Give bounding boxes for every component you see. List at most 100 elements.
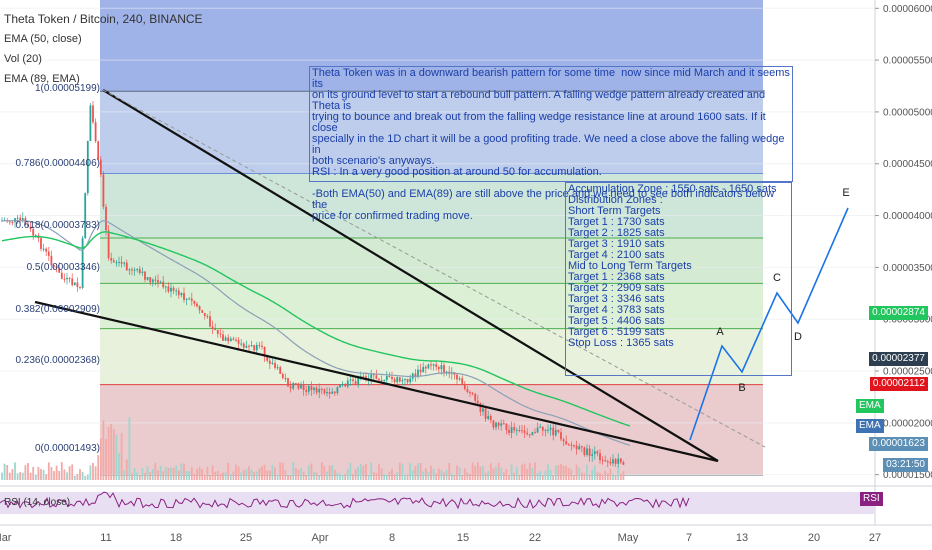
price-tick-label: 0.00004000 <box>883 211 932 222</box>
candle-body <box>409 378 412 383</box>
candle-body <box>430 364 432 366</box>
volume-bar <box>372 472 375 480</box>
volume-bar <box>92 462 94 480</box>
time-axis[interactable]: Mar 11 18 25 Apr 8 15 22 May 7 13 20 27 <box>0 532 881 544</box>
candle-body <box>398 377 401 382</box>
candle-body <box>89 105 92 142</box>
volume-bar <box>326 471 328 480</box>
candle-body <box>378 378 380 381</box>
candle-body <box>63 278 66 280</box>
candle-body <box>352 379 354 381</box>
candle-body <box>539 426 542 428</box>
volume-bar <box>68 466 71 480</box>
ema50-price-label: 0.00002377 <box>869 352 928 366</box>
candle-body <box>94 122 97 142</box>
candle-body <box>232 338 235 340</box>
volume-bar <box>427 471 430 480</box>
volume-bar <box>258 468 261 480</box>
volume-bar <box>370 462 373 480</box>
target-line: Stop Loss : 1365 sats <box>568 337 674 349</box>
candle-body <box>162 281 165 288</box>
candle-body <box>578 446 581 450</box>
volume-bar <box>544 470 547 480</box>
volume-bar <box>248 466 250 480</box>
volume-bar <box>55 465 58 480</box>
volume-bar <box>396 472 399 480</box>
candle-body <box>333 391 336 394</box>
volume-bar <box>266 470 269 480</box>
candle-body <box>502 423 505 425</box>
volume-bar <box>271 464 274 480</box>
candle-body <box>567 444 570 446</box>
candle-body <box>141 271 144 274</box>
note-line: specially in the 1D chart it will be a g… <box>312 133 788 156</box>
candle-body <box>318 388 321 393</box>
candle-body <box>336 387 339 394</box>
fib-label: 0.236(0.00002368) <box>15 355 100 366</box>
candle-body <box>84 193 87 239</box>
volume-bar <box>534 462 536 480</box>
legend-ema89[interactable]: EMA (89, EMA) <box>4 73 80 85</box>
volume-bar <box>487 471 490 480</box>
target-line: Distribution Zones : <box>568 194 663 206</box>
rsi-tag[interactable]: RSI <box>860 492 883 506</box>
candle-body <box>68 277 71 279</box>
candle-body <box>297 383 300 389</box>
volume-bar <box>206 466 209 480</box>
volume-bar <box>424 468 427 480</box>
legend-volume[interactable]: Vol (20) <box>4 53 42 65</box>
price-axis[interactable]: 0.00006000 0.00005500 0.00005000 0.00004500… <box>875 4 932 481</box>
legend-ema50[interactable]: EMA (50, close) <box>4 33 82 45</box>
candle-body <box>354 380 357 384</box>
candle-body <box>123 262 126 264</box>
candle-body <box>458 378 461 380</box>
time-tick-label: 18 <box>170 532 182 544</box>
volume-bar <box>580 472 583 480</box>
volume-bar <box>378 464 380 480</box>
time-tick-label: 13 <box>736 532 748 544</box>
legend-rsi[interactable]: RSI (14, close) <box>4 497 71 508</box>
candle-body <box>284 378 287 380</box>
candle-body <box>339 384 341 388</box>
candle-body <box>375 375 378 379</box>
volume-bar <box>471 462 474 480</box>
volume-bar <box>237 466 240 480</box>
candle-body <box>495 422 497 428</box>
countdown-label: 03:21:50 <box>883 458 928 472</box>
volume-bar <box>305 475 308 480</box>
volume-bar <box>86 474 89 480</box>
volume-bar <box>435 473 438 480</box>
volume-bar <box>32 466 35 480</box>
candle-body <box>331 391 334 394</box>
candle-body <box>601 460 604 462</box>
volume-bar <box>570 469 573 480</box>
candle-body <box>266 356 269 361</box>
elliott-projection <box>689 207 849 441</box>
volume-bar <box>105 439 107 480</box>
wedge-resistance-line <box>102 89 719 462</box>
volume-bar <box>554 465 557 480</box>
wave-labels: A B C D E <box>716 187 849 394</box>
volume-bar <box>284 470 287 480</box>
volume-bar <box>622 471 625 480</box>
targets-note[interactable]: Accumulation Zone : 1550 sats - 1650 sat… <box>565 182 792 376</box>
candle-body <box>341 384 344 386</box>
volume-bar <box>177 470 180 480</box>
volume-bar <box>219 473 222 480</box>
candle-body <box>110 258 113 261</box>
volume-bar <box>331 464 334 480</box>
volume-bar <box>45 474 48 480</box>
volume-bar <box>131 473 133 480</box>
candle-body <box>417 369 419 377</box>
candle-body <box>385 375 388 380</box>
volume-bar <box>515 467 518 480</box>
volume-bar <box>409 463 412 480</box>
ema-tag-blue[interactable]: EMA <box>856 419 884 433</box>
candle-body <box>583 447 586 455</box>
volume-bar <box>518 475 521 480</box>
candle-body <box>534 432 536 434</box>
ema-tag-green[interactable]: EMA <box>856 399 884 413</box>
volume-bar <box>476 462 479 480</box>
analysis-note[interactable]: Theta Token was in a downward bearish pa… <box>309 66 793 222</box>
